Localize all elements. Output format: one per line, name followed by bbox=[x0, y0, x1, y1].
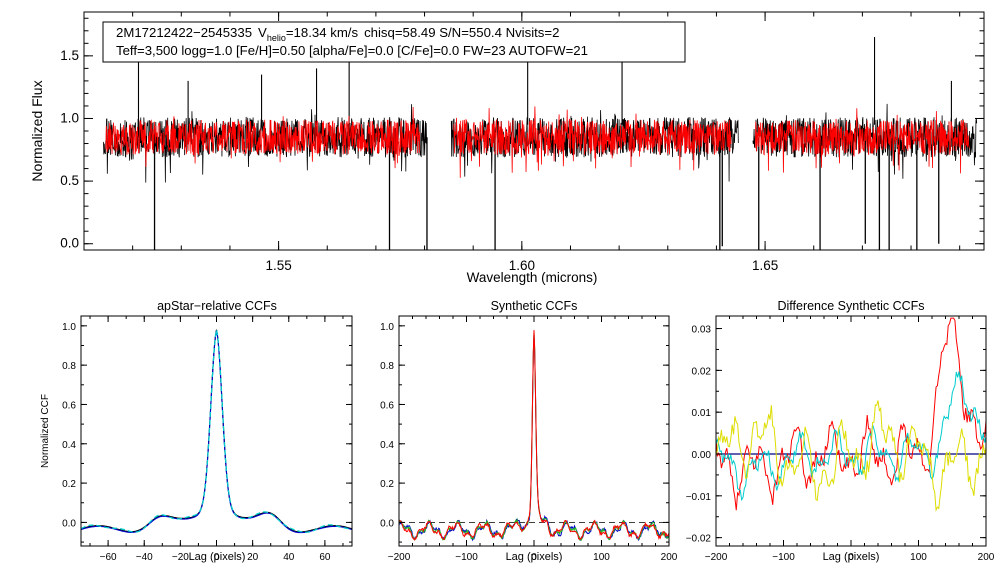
x-tick-label: 100 bbox=[593, 552, 610, 563]
ccf3-series-line bbox=[715, 317, 987, 511]
y-tick-label: 1.0 bbox=[60, 110, 79, 125]
x-tick-label: −20 bbox=[172, 552, 189, 563]
ccf1-y-label: Normalized CCF bbox=[40, 394, 51, 468]
x-tick-label: −100 bbox=[772, 552, 795, 563]
ccf3-series-line bbox=[715, 400, 987, 512]
x-tick-label: 40 bbox=[283, 552, 295, 563]
x-tick-label: 60 bbox=[319, 552, 331, 563]
x-tick-label: 1.55 bbox=[265, 258, 291, 273]
y-tick-label: −0.02 bbox=[686, 534, 712, 545]
y-tick-label: 0.03 bbox=[692, 325, 712, 336]
x-tick-label: 20 bbox=[247, 552, 259, 563]
y-tick-label: 0.01 bbox=[692, 408, 712, 419]
y-tick-label: 0.6 bbox=[380, 400, 394, 411]
y-tick-label: 0.0 bbox=[380, 518, 394, 529]
y-tick-label: 0.8 bbox=[380, 361, 394, 372]
ccf3-lines bbox=[715, 317, 987, 512]
ccf3-series-line bbox=[715, 371, 987, 502]
synthetic-spectrum-line bbox=[754, 108, 970, 174]
x-tick-label: −200 bbox=[705, 552, 728, 563]
spectrum-x-label: Wavelength (microns) bbox=[467, 270, 598, 285]
y-tick-label: 0.8 bbox=[62, 361, 76, 372]
ccf1-title: apStar−relative CCFs bbox=[157, 299, 277, 313]
ccf1-series-line bbox=[80, 329, 353, 533]
info-line-2: Teff=3,500 logg=1.0 [Fe/H]=0.50 [alpha/F… bbox=[116, 43, 588, 58]
y-tick-label: 0.6 bbox=[62, 400, 76, 411]
x-tick-label: 200 bbox=[661, 552, 678, 563]
x-tick-label: 100 bbox=[910, 552, 927, 563]
x-tick-label: 1.60 bbox=[509, 258, 535, 273]
ccf2-title: Synthetic CCFs bbox=[491, 299, 578, 313]
ccf1-series-line bbox=[80, 329, 353, 533]
y-tick-label: 0.5 bbox=[60, 173, 79, 188]
ccf1-ticks: −60 −40 −20 0 20 40 60 0.0 0.2 0.4 0.6 0.8 1.0 bbox=[62, 316, 352, 563]
x-tick-label: 0 bbox=[214, 552, 220, 563]
y-tick-label: 0.2 bbox=[62, 479, 76, 490]
ccf3-x-label: Lag (pixels) bbox=[823, 551, 880, 563]
ccf3-ticks: −200 −100 0 100 200 −0.02 −0.01 0.00 0.01 0.02 0.0… bbox=[686, 316, 995, 563]
y-tick-label: −0.01 bbox=[686, 492, 712, 503]
x-tick-label: 200 bbox=[978, 552, 995, 563]
ccf2-series-line bbox=[398, 330, 670, 541]
x-tick-label: −60 bbox=[100, 552, 117, 563]
y-tick-label: 0.2 bbox=[380, 479, 394, 490]
y-tick-label: 0.0 bbox=[60, 236, 79, 251]
y-tick-label: 1.0 bbox=[380, 322, 394, 333]
y-tick-label: 1.5 bbox=[60, 48, 79, 63]
x-tick-label: 0 bbox=[848, 552, 854, 563]
synthetic-spectrum-line bbox=[453, 106, 732, 178]
ccf2-ticks: −200 −100 0 100 200 0.0 0.2 0.4 0.6 0.8 1.0 bbox=[380, 316, 678, 563]
ccf1-x-label: Lag (pixels) bbox=[189, 551, 246, 563]
y-tick-label: 0.02 bbox=[692, 366, 712, 377]
ccf3-title: Difference Synthetic CCFs bbox=[777, 299, 924, 313]
y-tick-label: 0.0 bbox=[62, 518, 76, 529]
spectrum-y-label: Normalized Flux bbox=[29, 80, 45, 181]
ccf2-lines bbox=[398, 330, 670, 542]
spectrum-panel: 1.55 1.60 1.65 0.0 0.5 1.0 1.5 2M17212422−2545… bbox=[29, 11, 985, 285]
x-tick-label: −40 bbox=[136, 552, 153, 563]
ccf-panel-apstar: apStar−relative CCFs −60 −40 −20 0 20 40 60 0.0… bbox=[40, 299, 353, 563]
y-tick-label: 1.0 bbox=[62, 322, 76, 333]
synthetic-spectrum-line bbox=[105, 107, 421, 169]
x-tick-label: −100 bbox=[455, 552, 478, 563]
y-tick-label: 0.4 bbox=[380, 440, 394, 451]
x-tick-label: 0 bbox=[531, 552, 537, 563]
info-box bbox=[102, 21, 686, 63]
ccf2-x-label: Lag (pixels) bbox=[506, 551, 563, 563]
info-line-1: 2M17212422−2545335 Vhelio=18.34 km/s chisq… bbox=[116, 25, 559, 43]
ccf-panel-synthetic: Synthetic CCFs −200 −100 0 100 200 0.0 0.2 0.4 0… bbox=[380, 299, 678, 563]
y-tick-label: 0.00 bbox=[692, 450, 712, 461]
ccf1-lines bbox=[80, 329, 353, 534]
x-tick-label: −200 bbox=[388, 552, 411, 563]
ccf-panel-difference: Difference Synthetic CCFs −200 −100 0 100 20… bbox=[686, 299, 995, 563]
spectrum-ticks: 1.55 1.60 1.65 0.0 0.5 1.0 1.5 bbox=[60, 12, 984, 273]
y-tick-label: 0.4 bbox=[62, 440, 76, 451]
x-tick-label: 1.65 bbox=[752, 258, 778, 273]
